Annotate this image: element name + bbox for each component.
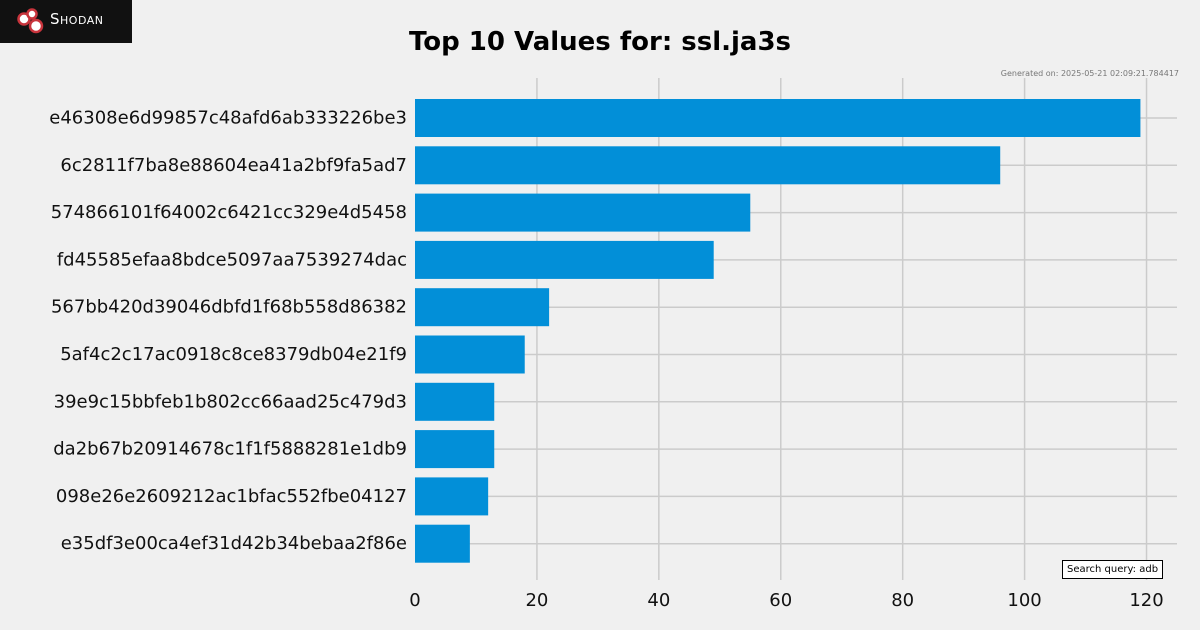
x-tick-label: 0	[409, 590, 420, 611]
search-query-box: Search query: adb	[1062, 560, 1164, 579]
category-label: 567bb420d39046dbfd1f68b558d86382	[51, 297, 407, 318]
category-label: 574866101f64002c6421cc329e4d5458	[51, 202, 407, 223]
category-label: da2b67b20914678c1f1f5888281e1db9	[53, 439, 407, 460]
bar	[415, 430, 495, 469]
x-tick-label: 120	[1129, 590, 1163, 611]
shodan-logo[interactable]: Shodan	[0, 0, 132, 43]
x-tick-label: 60	[769, 590, 792, 611]
bar	[415, 193, 751, 232]
generated-timestamp: Generated on: 2025-05-21 02:09:21.784417	[1000, 69, 1179, 78]
category-label: 6c2811f7ba8e88604ea41a2bf9fa5ad7	[60, 155, 407, 176]
bar	[415, 240, 714, 279]
x-tick-label: 40	[647, 590, 670, 611]
bar	[415, 146, 1001, 185]
category-label: 39e9c15bbfeb1b802cc66aad25c479d3	[54, 391, 407, 412]
category-label: e35df3e00ca4ef31d42b34bebaa2f86e	[61, 533, 407, 554]
bar	[415, 524, 470, 563]
category-label: 098e26e2609212ac1bfac552fbe04127	[56, 486, 407, 507]
bars	[415, 99, 1141, 563]
category-label: e46308e6d99857c48afd6ab333226be3	[49, 108, 407, 129]
x-tick-label: 20	[525, 590, 548, 611]
category-label: fd45585efaa8bdce5097aa7539274dac	[57, 249, 407, 270]
shodan-logo-text: Shodan	[50, 10, 104, 28]
x-tick-label: 80	[891, 590, 914, 611]
shodan-logo-icon	[17, 8, 44, 34]
bar	[415, 99, 1141, 137]
x-tick-label: 100	[1007, 590, 1041, 611]
bar	[415, 477, 489, 516]
bar	[415, 288, 550, 327]
bar	[415, 382, 495, 421]
bar	[415, 335, 525, 374]
chart-title: Top 10 Values for: ssl.ja3s	[408, 27, 792, 57]
category-label: 5af4c2c17ac0918c8ce8379db04e21f9	[60, 344, 407, 365]
category-labels: e46308e6d99857c48afd6ab333226be3 6c2811f7…	[49, 108, 407, 555]
x-axis-ticks: 0 20 40 60 80 100 120	[409, 590, 1163, 611]
